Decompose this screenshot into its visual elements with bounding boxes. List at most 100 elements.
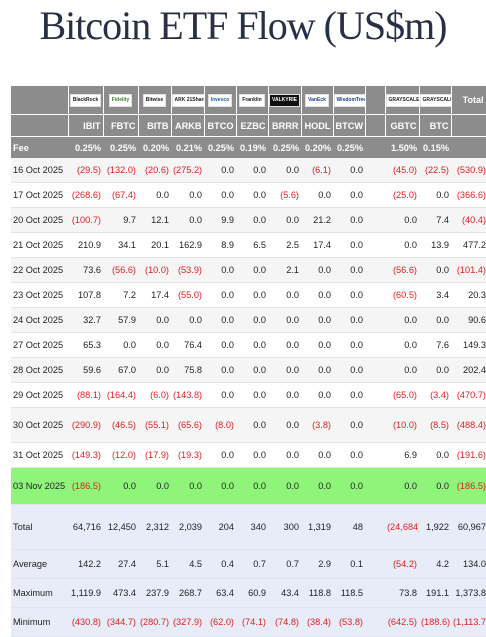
flow-cell: 0.0	[301, 382, 333, 408]
flow-cell: 0.0	[171, 467, 204, 505]
stats-cell: 63.4	[204, 578, 236, 608]
stats-cell: 0.7	[236, 549, 268, 579]
flow-cell: (20.6)	[138, 158, 171, 183]
stats-cell	[365, 607, 385, 637]
flow-cell: 0.0	[333, 407, 365, 443]
flow-cell: (60.5)	[385, 282, 419, 308]
flow-cell: 0.0	[236, 407, 268, 443]
flow-cell: 0.0	[268, 207, 301, 233]
flow-cell	[365, 232, 385, 258]
stats-cell: (24,684)	[385, 504, 419, 550]
flow-cell: 0.0	[419, 307, 451, 333]
stats-cell: 2,312	[138, 504, 171, 550]
grayscale-mini-logo: GRAYSCALE	[419, 93, 450, 107]
fee-cell: 0.25%	[268, 136, 301, 158]
flow-cell: 34.1	[103, 232, 138, 258]
flow-cell: 3.4	[419, 282, 451, 308]
stats-cell: 300	[268, 504, 301, 550]
flow-cell: 0.0	[236, 182, 268, 208]
flow-cell: (65.6)	[171, 407, 204, 443]
flow-cell: (55.1)	[138, 407, 171, 443]
ticker-header: HODL	[301, 114, 334, 137]
ticker-header: ARKB	[171, 114, 205, 137]
flow-cell: 0.0	[333, 357, 365, 383]
stats-cell: (62.0)	[204, 607, 236, 637]
flow-cell: 7.4	[419, 207, 451, 233]
stats-cell: 118.8	[301, 578, 333, 608]
flow-cell: (88.1)	[68, 382, 103, 408]
franklin-logo: Franklin	[239, 93, 265, 107]
stats-cell: 142.2	[68, 549, 103, 579]
ticker-header: BTCW	[333, 114, 366, 137]
stats-cell: (430.8)	[68, 607, 103, 637]
flow-cell: 0.0	[301, 282, 333, 308]
table-row: 23 Oct 2025 107.8 7.2 17.4 (55.0) 0.0 0.0 0.0 0.…	[11, 282, 486, 308]
flow-cell: (3.4)	[419, 382, 451, 408]
stats-cell: (642.5)	[385, 607, 419, 637]
row-date: 21 Oct 2025	[11, 232, 68, 258]
valkyrie-logo: VALKYRIE	[269, 93, 300, 107]
stats-cell	[365, 504, 385, 550]
flow-cell: (100.7)	[68, 207, 103, 233]
table-row: 21 Oct 2025 210.9 34.1 20.1 162.9 8.9 6.5 2.5 17…	[11, 232, 486, 258]
row-date: 31 Oct 2025	[11, 442, 68, 468]
row-total-cell: (470.7)	[451, 382, 486, 408]
table-row: 31 Oct 2025 (149.3) (12.0) (17.9) (19.3) 0.0 0…	[11, 442, 486, 468]
flow-cell: 0.0	[419, 467, 451, 505]
fee-cell: 1.50%	[385, 136, 419, 158]
flow-cell: 0.0	[419, 357, 451, 383]
fee-cell: 0.25%	[204, 136, 236, 158]
flow-cell: 65.3	[68, 332, 103, 358]
flow-cell: 0.0	[138, 332, 171, 358]
stats-cell: 118.5	[333, 578, 365, 608]
fee-total-cell	[451, 136, 486, 158]
flow-cell: 0.0	[171, 207, 204, 233]
flow-cell: 0.0	[268, 442, 301, 468]
flow-cell: 0.0	[236, 357, 268, 383]
flow-cell: 0.0	[103, 467, 138, 505]
flow-cell: (164.4)	[103, 382, 138, 408]
issuer-logo-row: BlackRock Fidelity Bitwise ARK 21Shares …	[11, 86, 486, 115]
flow-cell: (29.5)	[68, 158, 103, 183]
stats-cell: 0.7	[268, 549, 301, 579]
flow-cell: (10.0)	[385, 407, 419, 443]
fee-cell: 0.20%	[138, 136, 171, 158]
flow-cell: (6.0)	[138, 382, 171, 408]
flow-cell: 6.5	[236, 232, 268, 258]
flow-cell: (143.8)	[171, 382, 204, 408]
stats-label: Average	[11, 549, 68, 579]
row-date: 22 Oct 2025	[11, 257, 68, 283]
flow-cell: (10.0)	[138, 257, 171, 283]
flow-cell: 0.0	[268, 332, 301, 358]
stats-cell: 1,922	[419, 504, 451, 550]
stats-cell: 4.2	[419, 549, 451, 579]
flow-cell: 162.9	[171, 232, 204, 258]
stats-cell: (344.7)	[103, 607, 138, 637]
flow-cell	[365, 282, 385, 308]
flow-cell	[365, 467, 385, 505]
wisdomtree-logo: WisdomTree	[333, 93, 364, 107]
stats-row: Minimum (430.8) (344.7) (280.7) (327.9) (62.0…	[11, 607, 486, 637]
bitwise-logo: Bitwise	[142, 93, 167, 107]
flow-cell: (45.0)	[385, 158, 419, 183]
row-date: 29 Oct 2025	[11, 382, 68, 408]
flow-cell: (8.0)	[204, 407, 236, 443]
stats-label: Minimum	[11, 607, 68, 637]
flow-cell: (25.0)	[385, 182, 419, 208]
table-row: 03 Nov 2025 (186.5) 0.0 0.0 0.0 0.0 0.0 0.0 0.0 0…	[11, 467, 486, 505]
row-date: 03 Nov 2025	[11, 467, 68, 505]
row-date: 27 Oct 2025	[11, 332, 68, 358]
stats-cell: 0.1	[333, 549, 365, 579]
ticker-total-cell	[451, 114, 486, 137]
flow-cell: 0.0	[268, 357, 301, 383]
flow-cell: 17.4	[301, 232, 333, 258]
flow-cell: 0.0	[301, 257, 333, 283]
fee-cell: 0.21%	[171, 136, 204, 158]
stats-label: Total	[11, 504, 68, 550]
flow-cell: 0.0	[268, 467, 301, 505]
row-total-cell: (191.6)	[451, 442, 486, 468]
flow-cell: 0.0	[333, 307, 365, 333]
ticker-header: BTC	[419, 114, 452, 137]
stats-cell: (38.4)	[301, 607, 333, 637]
flow-cell: 0.0	[204, 257, 236, 283]
